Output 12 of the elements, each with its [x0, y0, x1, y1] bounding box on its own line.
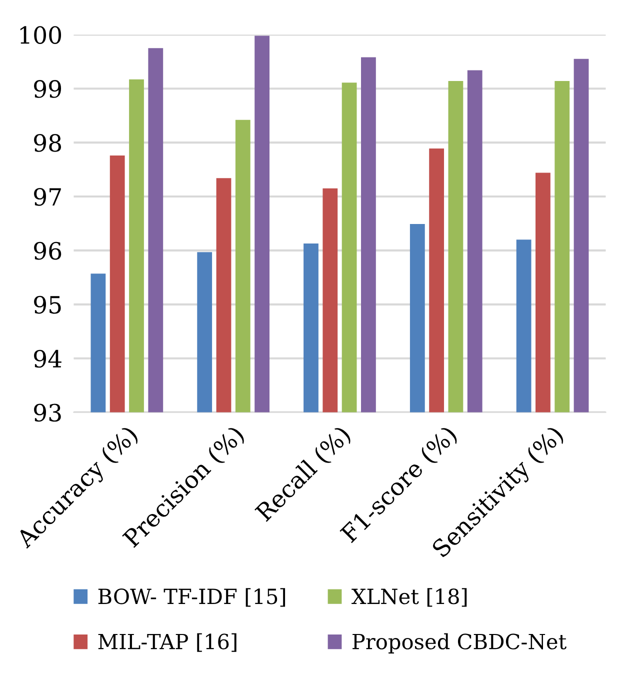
y-tick-label: 98	[34, 134, 62, 152]
y-tick-label: 95	[34, 296, 61, 314]
y-tick-label: 100	[20, 26, 62, 44]
legend-label: BOW- TF-IDF [15]	[98, 588, 286, 607]
y-tick-label: 94	[34, 350, 62, 368]
legend-label: MIL-TAP [16]	[98, 633, 236, 652]
y-tick-label: 99	[34, 80, 62, 98]
y-tick-label: 93	[34, 404, 61, 422]
legend-label: Proposed CBDC-Net	[352, 633, 566, 654]
y-tick-label: 97	[34, 188, 61, 206]
legend-label: XLNet [18]	[352, 588, 467, 607]
y-tick-label: 96	[34, 242, 62, 260]
